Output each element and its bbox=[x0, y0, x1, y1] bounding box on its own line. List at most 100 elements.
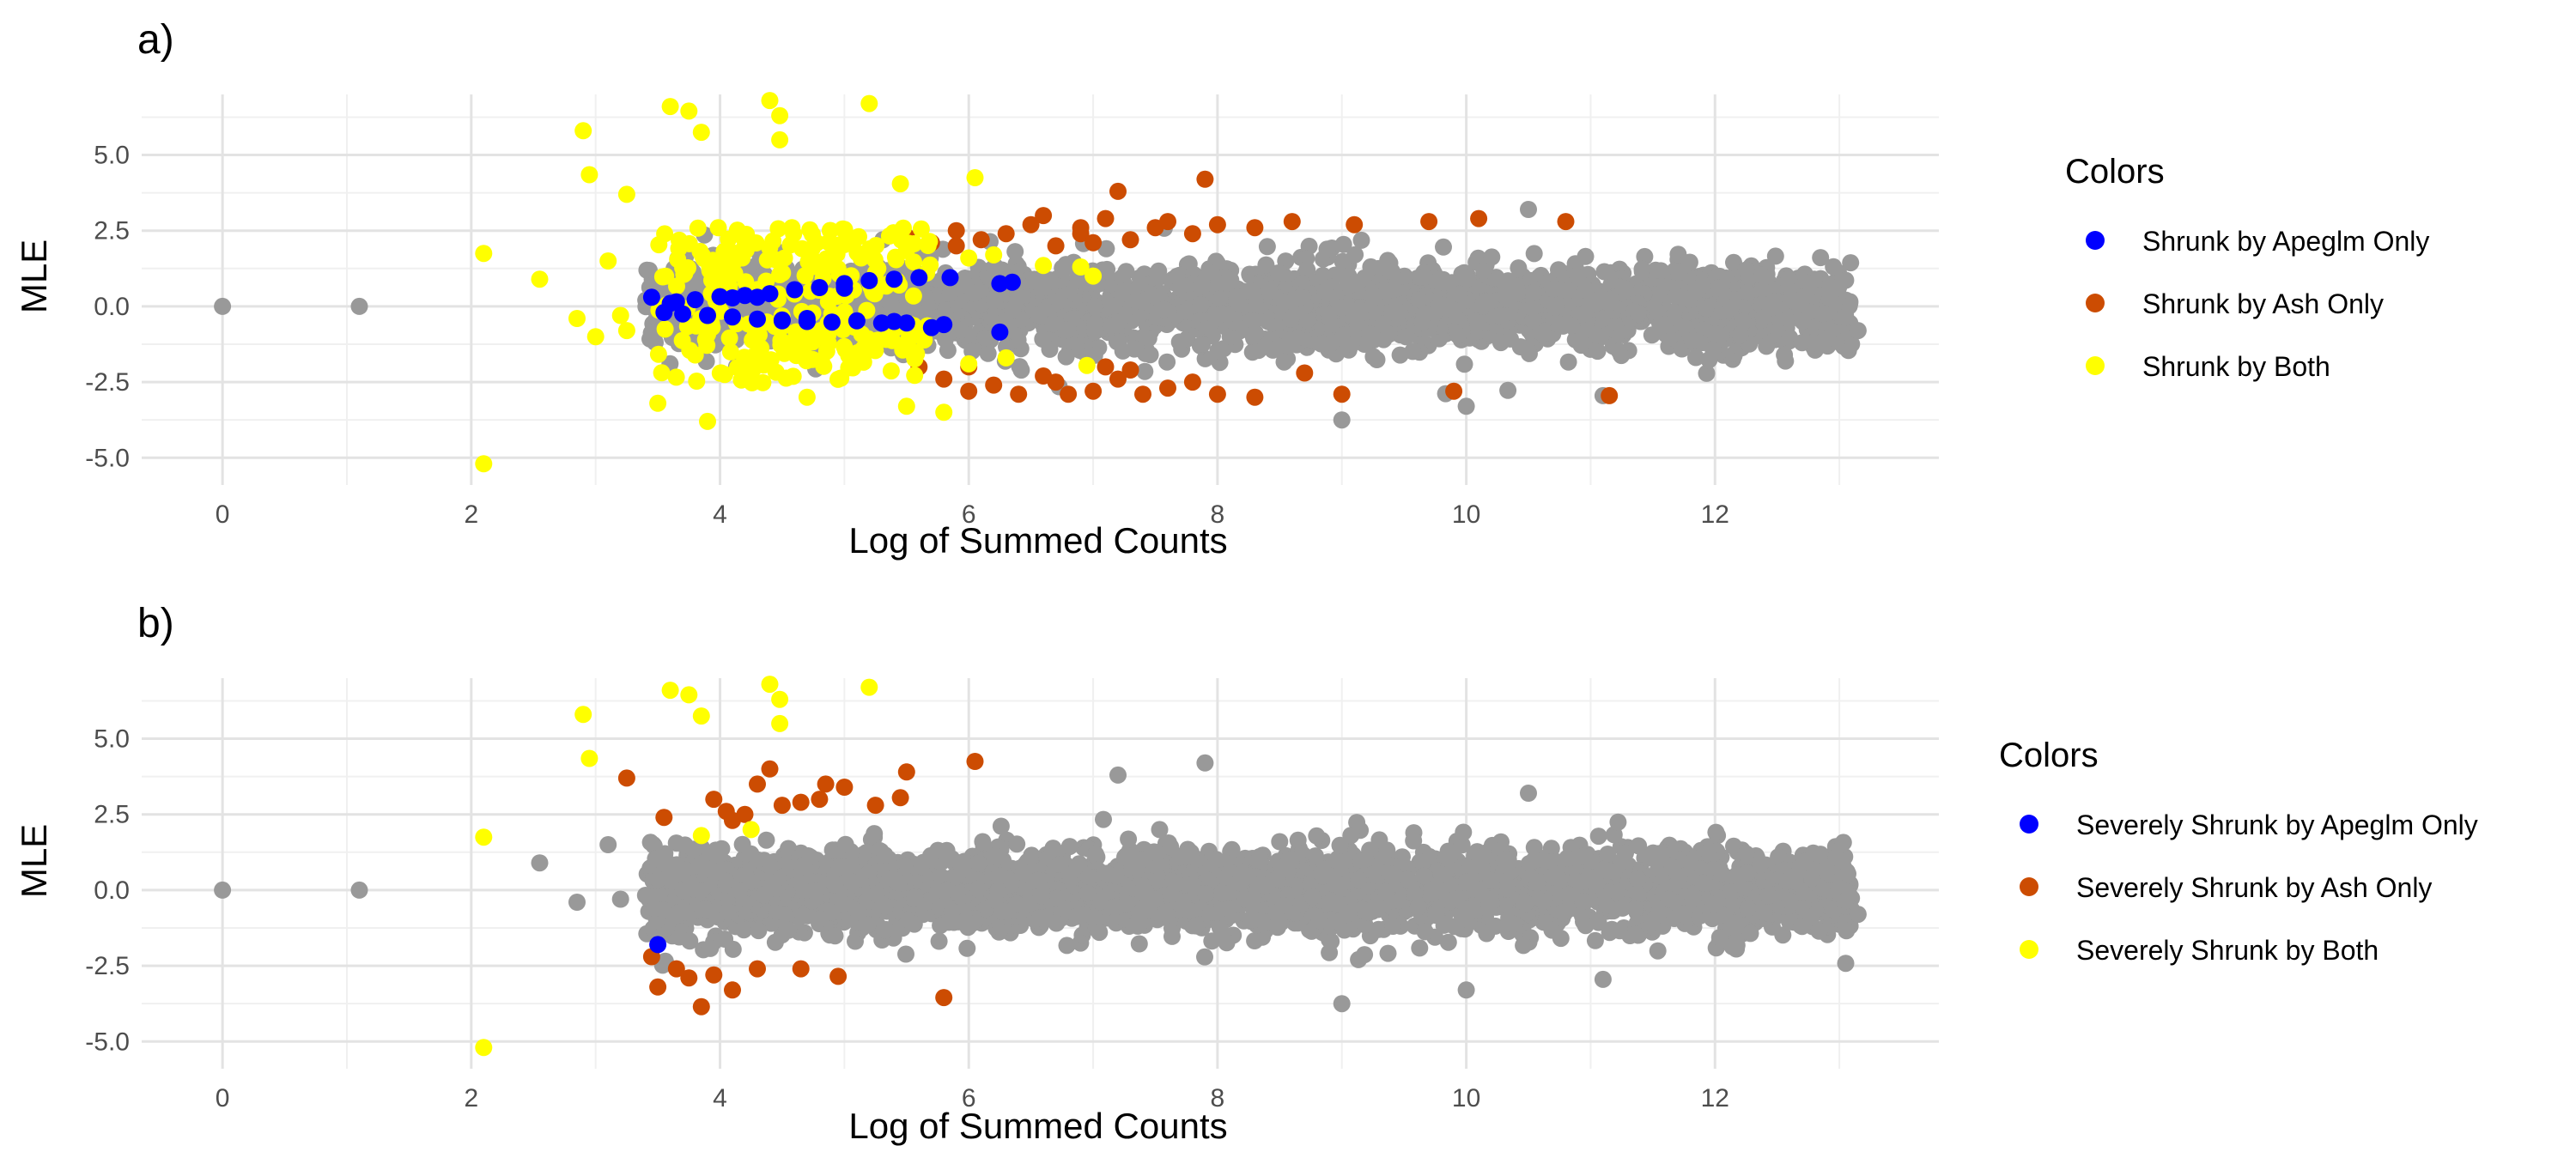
panel-b-point-unshrunk-1737 bbox=[1095, 810, 1112, 828]
panel-a-point-unshrunk-2614 bbox=[1693, 276, 1711, 294]
panel-a-legend-swatch-2 bbox=[2086, 294, 2105, 312]
panel-a-point-shrunk-by-both-20 bbox=[906, 367, 924, 385]
panel-a-point-unshrunk-2568 bbox=[1222, 271, 1240, 289]
panel-a-point-shrunk-by-ash-only-26 bbox=[935, 370, 953, 388]
panel-a-series-unshrunk bbox=[214, 201, 1867, 429]
panel-a-point-shrunk-by-both-239 bbox=[747, 234, 765, 252]
panel-a-point-shrunk-by-both-285 bbox=[1078, 356, 1096, 374]
panel-a-point-unshrunk-2603 bbox=[1457, 397, 1475, 415]
panel-a-point-shrunk-by-both-250 bbox=[744, 361, 762, 378]
panel-a-point-shrunk-by-both-264 bbox=[574, 122, 592, 140]
panel-a-x-tick-label-6: 12 bbox=[1701, 500, 1729, 529]
panel-a-point-unshrunk-2282 bbox=[1362, 258, 1380, 276]
panel-a-point-unshrunk-2592 bbox=[1524, 283, 1542, 301]
panel-a-point-shrunk-by-both-271 bbox=[692, 124, 710, 142]
panel-a-point-shrunk-by-both-219 bbox=[777, 369, 795, 387]
panel-a-legend-label-1: Shrunk by Apeglm Only bbox=[2142, 226, 2429, 257]
panel-a-point-unshrunk-1879 bbox=[1202, 264, 1220, 282]
panel-a-point-shrunk-by-apeglm-only-17 bbox=[699, 306, 716, 324]
panel-a-point-shrunk-by-both-276 bbox=[891, 175, 909, 193]
panel-a-point-unshrunk-1328 bbox=[1589, 343, 1607, 361]
panel-a-point-shrunk-by-ash-only-47 bbox=[947, 237, 965, 255]
panel-a-x-axis-title: Log of Summed Counts bbox=[848, 520, 1227, 561]
panel-a-point-shrunk-by-both-263 bbox=[568, 310, 586, 327]
panel-a-point-unshrunk-2563 bbox=[1213, 305, 1231, 323]
panel-a-point-shrunk-by-both-252 bbox=[744, 331, 762, 349]
panel-a-point-unshrunk-2088 bbox=[976, 329, 994, 347]
panel-a-point-shrunk-by-apeglm-only-2 bbox=[686, 291, 704, 309]
panel-a-point-shrunk-by-ash-only-28 bbox=[985, 376, 1003, 394]
panel-a-point-unshrunk-2602 bbox=[1333, 411, 1351, 429]
panel-a-point-unshrunk-2394 bbox=[1602, 294, 1620, 312]
panel-a-point-unshrunk-2608 bbox=[1793, 334, 1811, 352]
panel-a-x-tick-label-5: 10 bbox=[1452, 500, 1480, 529]
panel-a-point-shrunk-by-ash-only-22 bbox=[1035, 207, 1053, 225]
panel-a-point-unshrunk-2494 bbox=[1380, 325, 1398, 343]
panel-a-point-unshrunk-2102 bbox=[1661, 329, 1679, 347]
panel-a-point-shrunk-by-both-221 bbox=[805, 258, 823, 276]
panel-a-point-unshrunk-1615 bbox=[979, 344, 997, 362]
panel-a-point-shrunk-by-ash-only-18 bbox=[1346, 215, 1364, 233]
panel-a-point-shrunk-by-ash-only-35 bbox=[1134, 385, 1151, 403]
panel-a-point-unshrunk-2419 bbox=[1383, 263, 1400, 281]
panel-a-point-shrunk-by-apeglm-only-30 bbox=[835, 279, 854, 297]
panel-a-point-shrunk-by-both-233 bbox=[680, 234, 698, 252]
panel-a-point-unshrunk-1878 bbox=[1776, 346, 1794, 364]
panel-a-point-shrunk-by-both-215 bbox=[649, 345, 667, 363]
panel-a-point-shrunk-by-both-273 bbox=[771, 106, 789, 124]
panel-a-point-shrunk-by-ash-only-2 bbox=[947, 221, 965, 239]
panel-b-point-unshrunk-1524 bbox=[1586, 931, 1604, 949]
panel-a-point-unshrunk-2470 bbox=[1710, 279, 1728, 297]
panel-a-legend-swatch-1 bbox=[2086, 231, 2105, 250]
panel-a-point-shrunk-by-apeglm-only-34 bbox=[773, 312, 791, 330]
panel-a-point-unshrunk-1978 bbox=[1056, 259, 1074, 276]
panel-a-point-unshrunk-2598 bbox=[1194, 277, 1212, 295]
panel-a-point-unshrunk-2506 bbox=[1534, 324, 1552, 343]
panel-a-point-shrunk-by-ash-only-46 bbox=[1109, 370, 1127, 388]
panel-a-point-shrunk-by-both-279 bbox=[699, 412, 716, 430]
panel-a-point-shrunk-by-both-89 bbox=[688, 373, 706, 390]
panel-a-point-shrunk-by-both-275 bbox=[860, 94, 878, 112]
panel-a-point-shrunk-by-ash-only-31 bbox=[1060, 385, 1078, 403]
panel-a-point-shrunk-by-ash-only-37 bbox=[1183, 373, 1201, 391]
panel-a-point-shrunk-by-apeglm-only-31 bbox=[885, 312, 903, 330]
panel-a-point-unshrunk-2454 bbox=[1798, 274, 1816, 292]
panel-a-point-shrunk-by-ash-only-12 bbox=[1159, 213, 1176, 231]
panel-a-point-shrunk-by-apeglm-only-12 bbox=[941, 269, 959, 287]
panel-a-points bbox=[214, 92, 1867, 473]
panel-a-point-shrunk-by-ash-only-43 bbox=[1601, 386, 1619, 404]
panel-a-point-shrunk-by-ash-only-20 bbox=[1470, 209, 1488, 227]
panel-b-point-unshrunk-1389 bbox=[1151, 821, 1169, 839]
panel-a-point-unshrunk-2411 bbox=[1499, 272, 1517, 290]
panel-a-point-unshrunk-1728 bbox=[1483, 248, 1501, 266]
panel-a-point-shrunk-by-both-165 bbox=[721, 343, 739, 361]
panel-a-point-unshrunk-2587 bbox=[1109, 313, 1127, 331]
panel-a-point-unshrunk-1958 bbox=[1298, 261, 1316, 279]
panel-a-point-shrunk-by-both-249 bbox=[674, 259, 692, 277]
panel-a-point-unshrunk-2596 bbox=[1291, 288, 1309, 306]
panel-a-point-unshrunk-2487 bbox=[1765, 293, 1783, 311]
panel-b-points bbox=[214, 676, 1867, 1057]
panel-a-point-shrunk-by-ash-only-45 bbox=[1047, 373, 1065, 391]
panel-a-y-tick-label-3: 2.5 bbox=[94, 217, 130, 246]
panel-b-point-unshrunk-1550 bbox=[930, 932, 948, 950]
panel-a-point-unshrunk-2450 bbox=[1139, 330, 1157, 348]
panel-a-point-shrunk-by-apeglm-only-28 bbox=[749, 288, 766, 306]
panel-a-point-unshrunk-2565 bbox=[1155, 300, 1173, 318]
panel-a-point-shrunk-by-both-158 bbox=[694, 246, 711, 264]
panel-a-x-tick-label-2: 4 bbox=[713, 500, 727, 529]
panel-a-point-unshrunk-2560 bbox=[1821, 288, 1839, 306]
panel-a-point-shrunk-by-apeglm-only-22 bbox=[823, 313, 841, 331]
panel-a-point-shrunk-by-ash-only-3 bbox=[972, 231, 990, 249]
panel-a-point-unshrunk-2553 bbox=[1246, 295, 1264, 313]
panel-a-point-unshrunk-2420 bbox=[1670, 264, 1688, 282]
panel-a-point-shrunk-by-ash-only-39 bbox=[1246, 388, 1264, 406]
panel-a-point-shrunk-by-both-190 bbox=[882, 362, 900, 380]
panel-a-point-unshrunk-2610 bbox=[1849, 322, 1867, 340]
panel-a-point-shrunk-by-both-292 bbox=[586, 328, 605, 346]
panel-a-point-unshrunk-2529 bbox=[1261, 282, 1279, 300]
panel-a-point-shrunk-by-ash-only-23 bbox=[1072, 219, 1090, 237]
panel-a-point-shrunk-by-both-266 bbox=[617, 185, 635, 203]
panel-a-point-unshrunk-2601 bbox=[350, 297, 368, 315]
panel-a-point-unshrunk-2028 bbox=[641, 330, 659, 348]
